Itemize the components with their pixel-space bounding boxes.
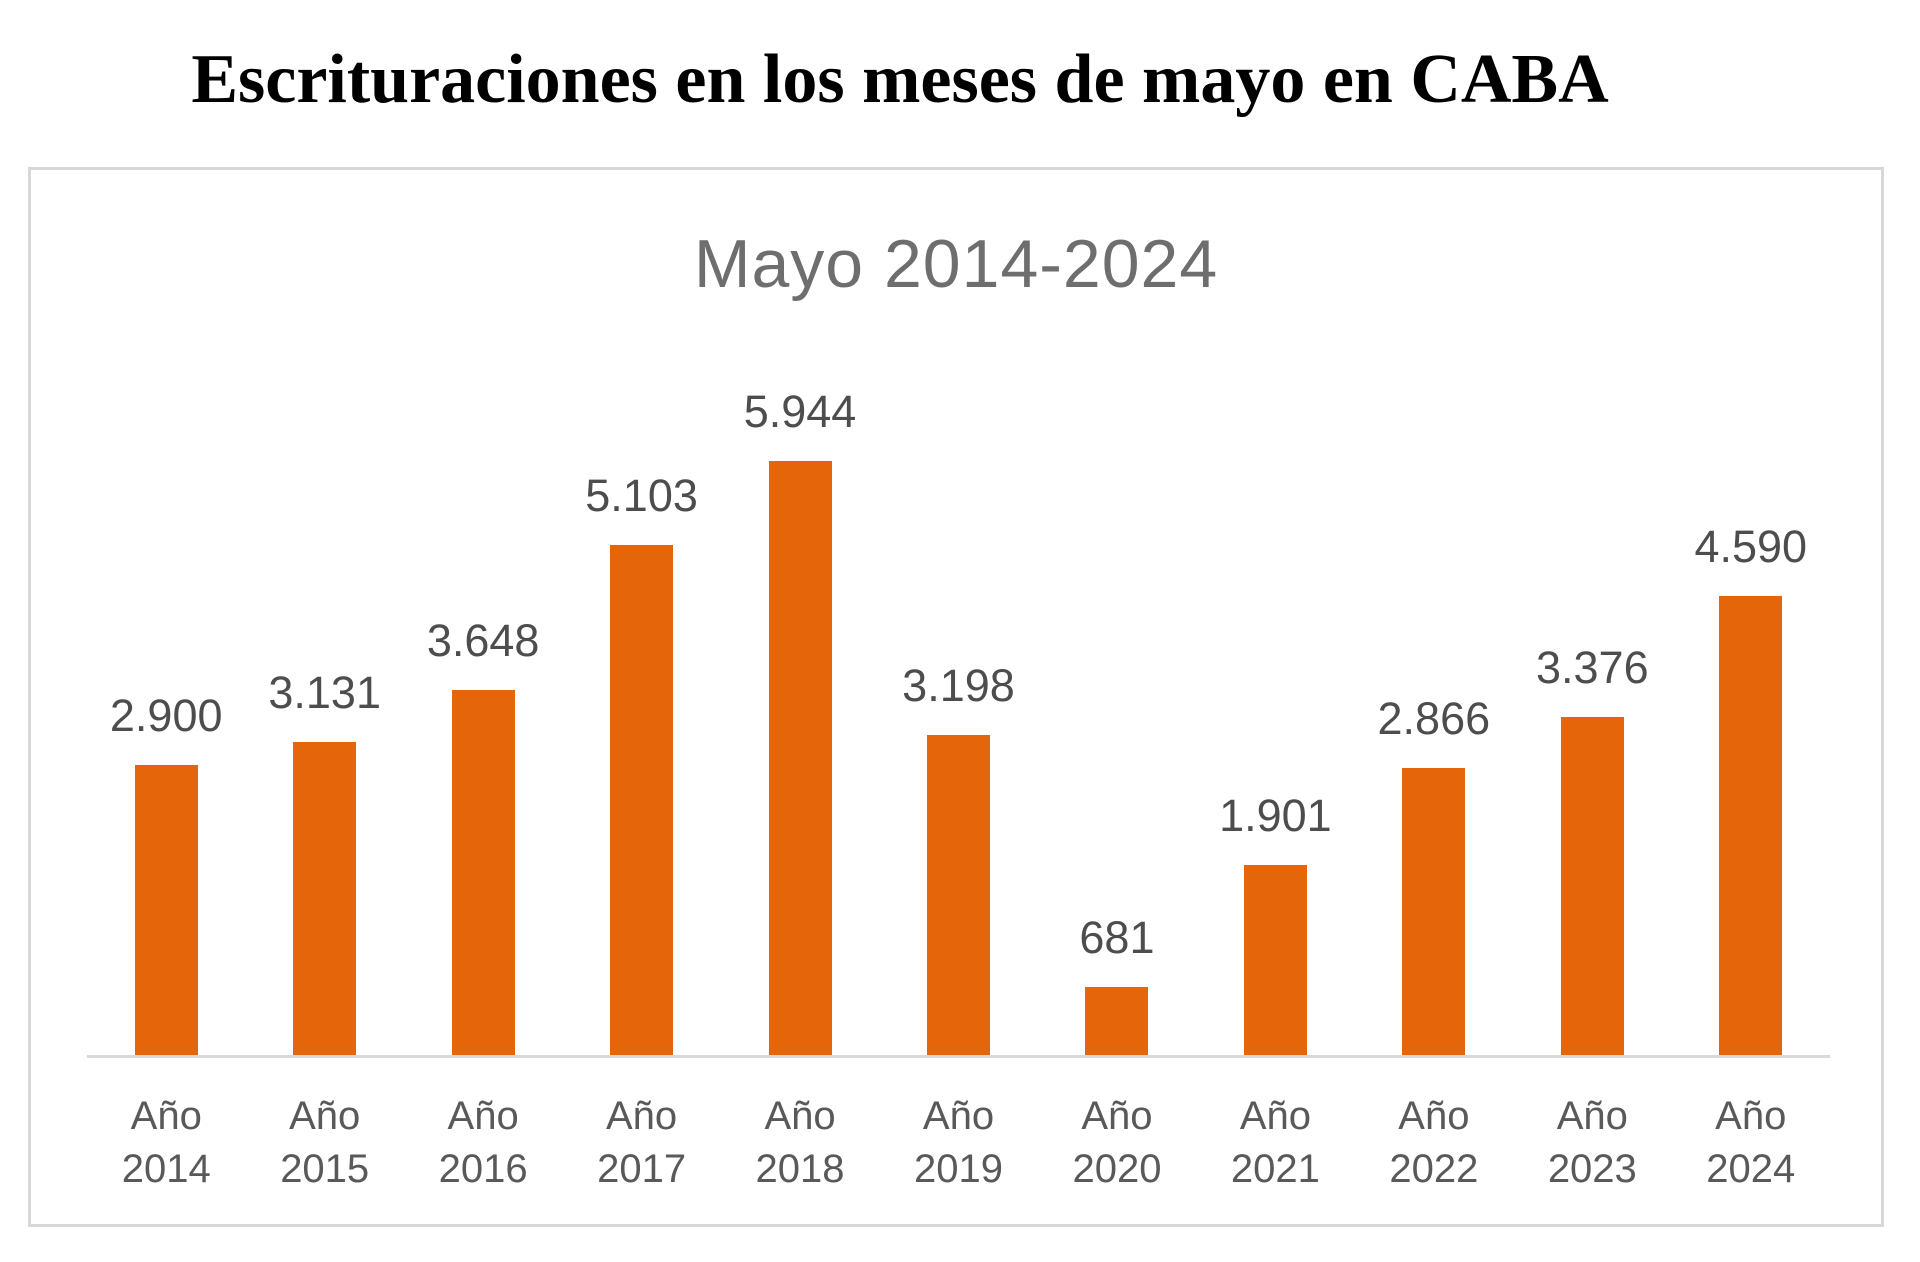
bar	[926, 735, 990, 1055]
x-axis-label: Año 2024	[1706, 1094, 1796, 1191]
bar	[451, 690, 515, 1055]
bar-value-label: 3.198	[902, 660, 1015, 711]
bar-group: 2.866	[1355, 170, 1513, 1055]
bar-value-label: 1.901	[1219, 790, 1332, 841]
bar	[768, 461, 832, 1055]
bar	[134, 765, 198, 1055]
bar-value-label: 3.131	[268, 667, 381, 718]
x-axis-label: Año 2014	[121, 1094, 211, 1191]
bar-group: 1.901	[1196, 170, 1354, 1055]
bar	[1085, 987, 1149, 1055]
bar-value-label: 4.590	[1694, 521, 1808, 572]
x-axis-labels: Año 2014 Año 2015 Año 2016 Año 2017 Año 2018 Año 20…	[87, 1058, 1830, 1196]
x-axis-line	[87, 1055, 1830, 1058]
page-title: Escrituraciones en los meses de mayo en …	[191, 41, 1609, 118]
x-axis-label: Año 2017	[597, 1094, 687, 1191]
bar-group: 4.590	[1672, 170, 1830, 1055]
bar-value-label: 2.866	[1377, 693, 1491, 744]
bar-group: 681	[1038, 170, 1196, 1055]
bar	[610, 545, 674, 1055]
bar-group: 3.198	[879, 170, 1037, 1055]
bar-group: 3.131	[245, 170, 403, 1055]
bar-value-label: 681	[1079, 912, 1155, 963]
bar-group: 3.376	[1513, 170, 1671, 1055]
bar-group: 5.103	[562, 170, 720, 1055]
bar-group: 3.648	[404, 170, 562, 1055]
x-axis-label: Año 2018	[755, 1094, 845, 1191]
x-axis-label: Año 2016	[438, 1094, 528, 1191]
bar	[293, 742, 357, 1055]
bar	[1719, 596, 1783, 1055]
chart-title: Mayo 2014-2024	[693, 226, 1219, 302]
x-axis-label: Año 2021	[1230, 1094, 1320, 1191]
bar-group: 5.944	[721, 170, 879, 1055]
x-axis-label: Año 2023	[1547, 1094, 1637, 1191]
bar	[1402, 768, 1466, 1055]
bar-value-label: 5.944	[743, 386, 857, 437]
x-axis-label: Año 2019	[914, 1094, 1003, 1191]
x-axis-label: Año 2020	[1072, 1094, 1162, 1191]
bar-value-label: 5.103	[585, 470, 698, 521]
bar	[1243, 865, 1307, 1055]
plot-area: 2.900 3.131 3.648 5.103 5.944 3.198 681 1.901 2.…	[87, 170, 1830, 1055]
chart: Mayo 2014-2024 2.900 3.131 3.648 5.103 5.944…	[28, 167, 1884, 1227]
x-axis-label: Año 2022	[1389, 1094, 1479, 1191]
x-axis-label: Año 2015	[280, 1094, 370, 1191]
bar	[1560, 717, 1624, 1055]
bar-value-label: 2.900	[109, 690, 223, 741]
bar-value-label: 3.648	[426, 615, 540, 666]
bar-value-label: 3.376	[1535, 642, 1649, 693]
bar-group: 2.900	[87, 170, 245, 1055]
